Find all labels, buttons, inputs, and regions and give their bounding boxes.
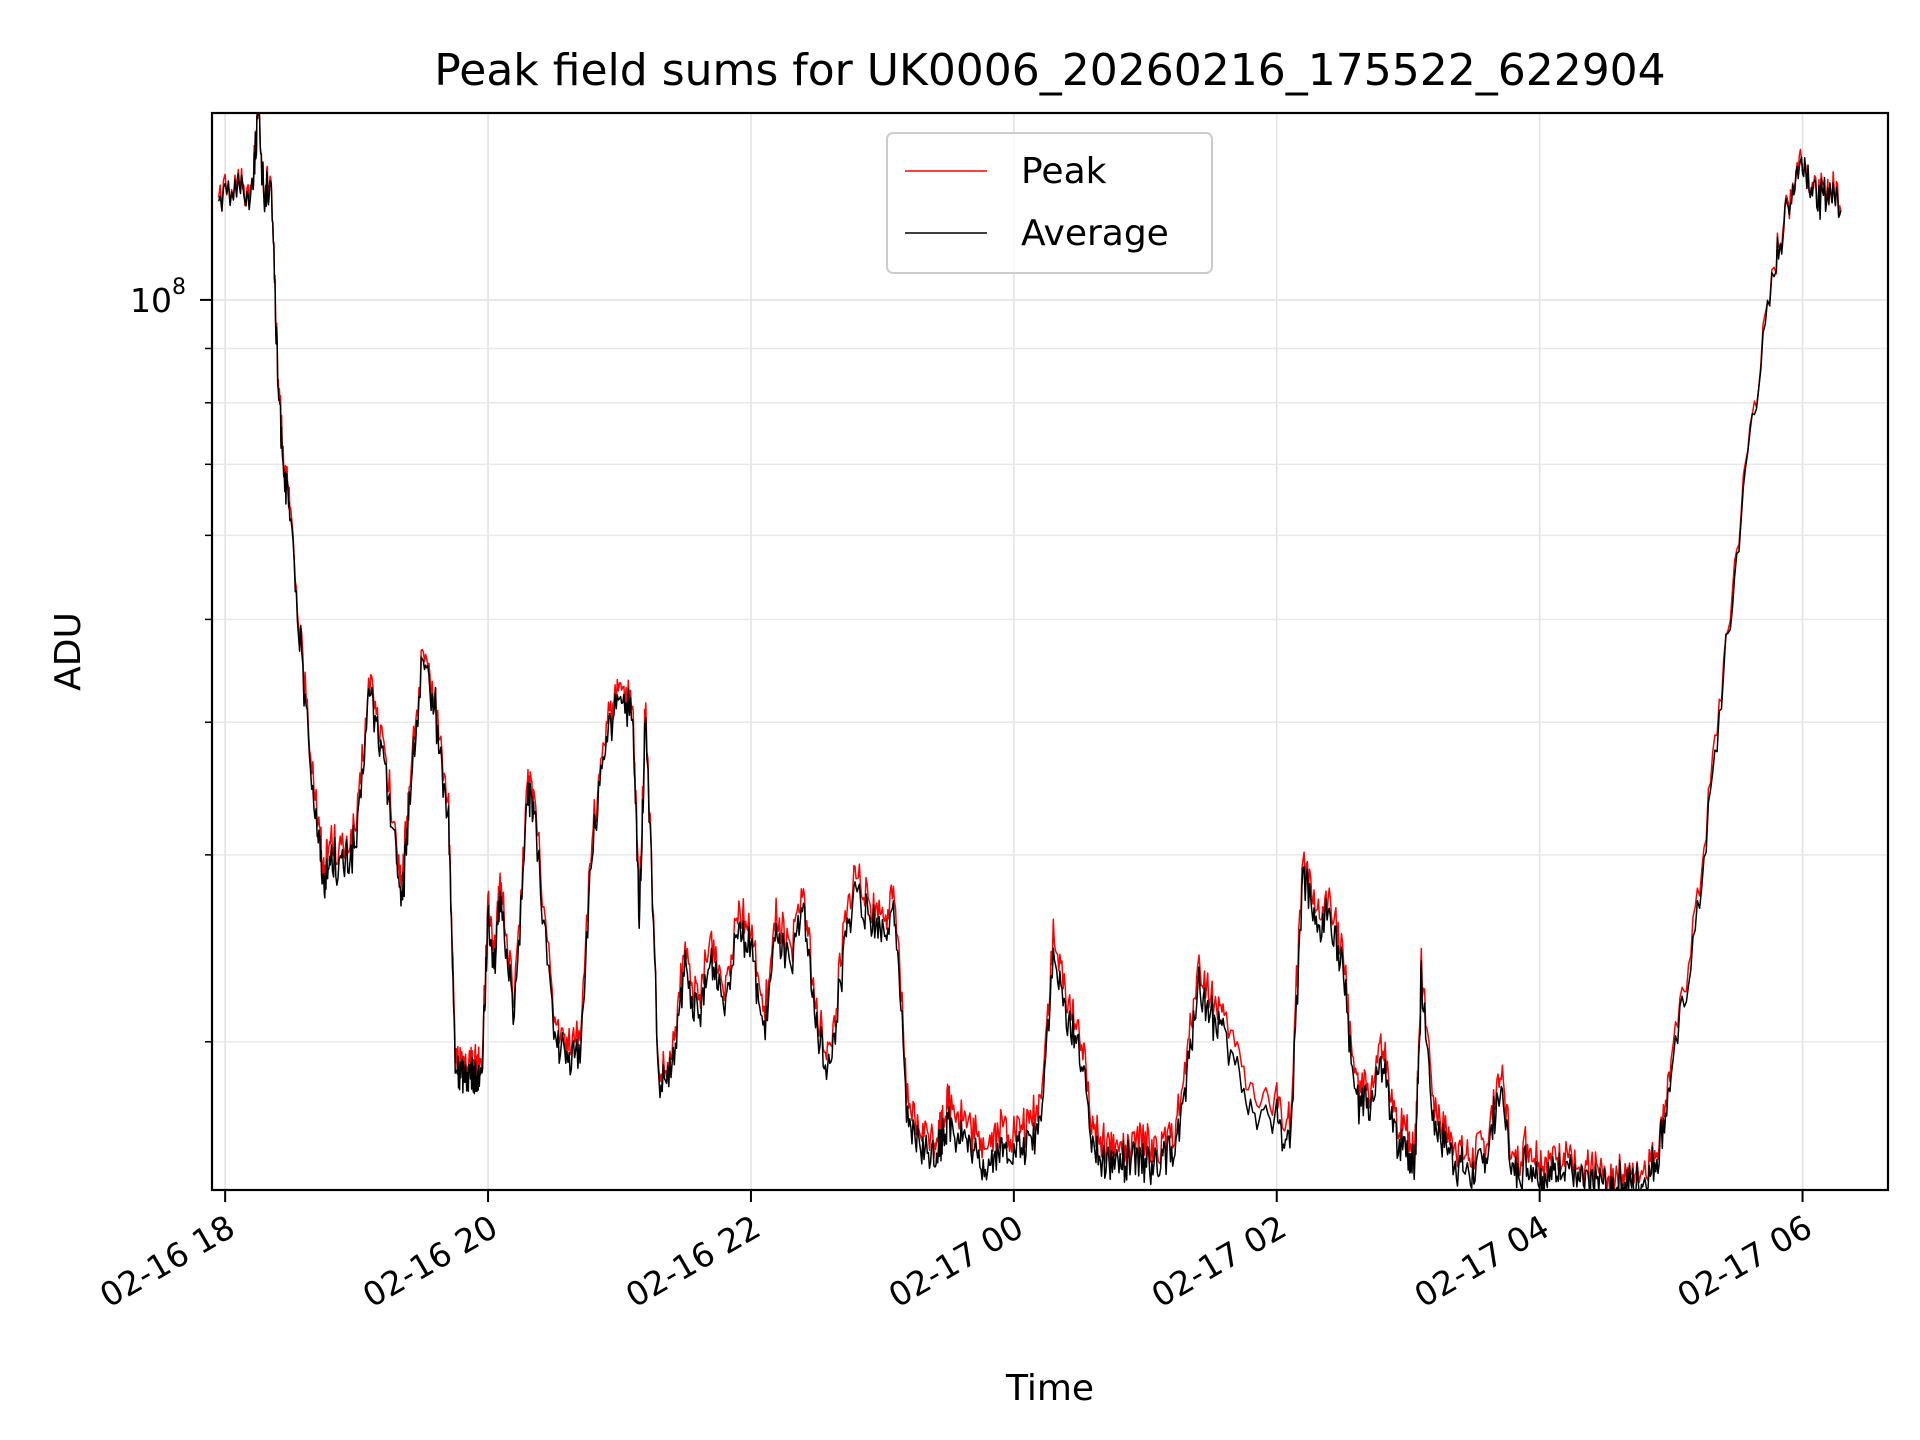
legend: Peak Average: [886, 132, 1213, 274]
chart-title: Peak field sums for UK0006_20260216_1755…: [434, 45, 1665, 96]
series-line-average: [217, 113, 1842, 1190]
y-axis-label: ADU: [48, 612, 89, 691]
legend-label-average: Average: [1021, 213, 1169, 254]
legend-label-peak: Peak: [1021, 151, 1107, 192]
series-layer: [217, 113, 1842, 1190]
y-tick-label: 10: [130, 281, 172, 320]
grid: [212, 113, 1888, 1190]
x-axis-label: Time: [1005, 1368, 1094, 1409]
axes-frame: [210, 111, 1890, 1192]
legend-box: [886, 132, 1213, 274]
y-tick-label-exponent: 8: [172, 275, 186, 300]
